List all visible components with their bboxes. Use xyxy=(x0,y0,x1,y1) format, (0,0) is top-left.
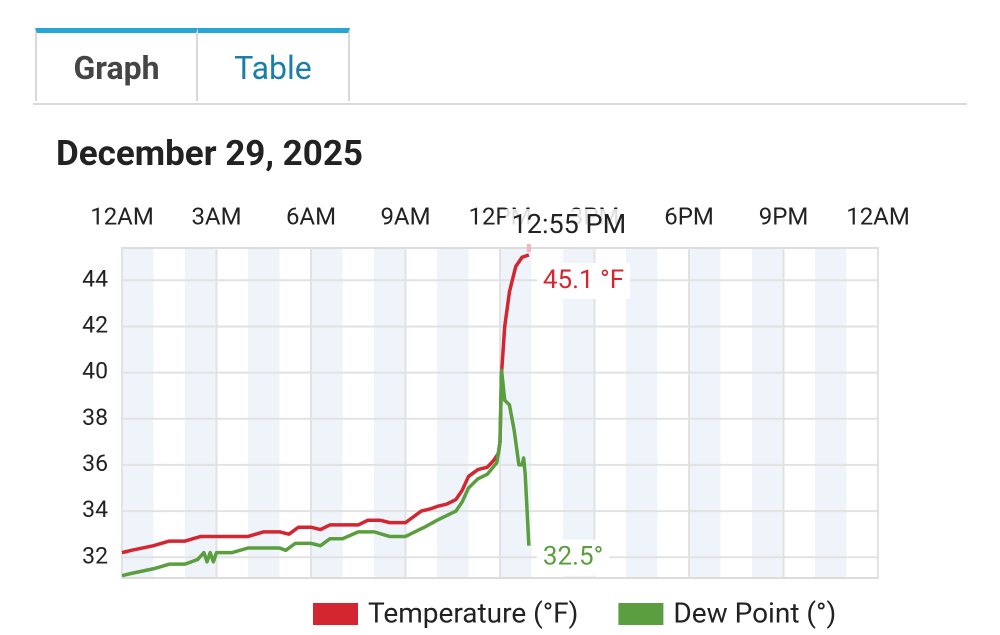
end-label-bg xyxy=(536,262,631,299)
x-tick-label: 9PM xyxy=(759,202,809,230)
x-tick-label: 9AM xyxy=(380,202,430,230)
legend-swatch xyxy=(618,603,664,625)
y-tick-label: 34 xyxy=(82,496,108,523)
y-tick-label: 36 xyxy=(82,450,108,477)
tab[interactable]: Table xyxy=(198,28,350,101)
x-tick-label: 12AM xyxy=(90,202,154,230)
x-tick-label: 12AM xyxy=(846,202,910,230)
hour-band xyxy=(689,248,721,578)
end-label-group: 32.5° xyxy=(536,539,610,576)
x-tick-label: 3AM xyxy=(191,202,241,230)
y-tick-label: 42 xyxy=(82,312,108,339)
end-label: 45.1 °F xyxy=(543,265,624,295)
hour-band xyxy=(626,248,658,578)
end-label: 32.5° xyxy=(543,542,603,572)
legend-label: Temperature (°F) xyxy=(368,596,578,629)
y-tick-label: 38 xyxy=(82,404,108,431)
y-tick-label: 40 xyxy=(82,358,108,385)
hour-band xyxy=(752,248,784,578)
legend-label: Dew Point (°) xyxy=(673,596,836,629)
end-label-bg xyxy=(536,539,610,576)
hour-band xyxy=(311,248,343,578)
hour-band xyxy=(563,248,595,578)
hour-band xyxy=(815,248,847,578)
tab[interactable]: Graph xyxy=(35,28,198,101)
y-tick-label: 44 xyxy=(82,265,108,292)
hour-band xyxy=(122,248,154,578)
date-heading: December 29, 2025 xyxy=(56,133,364,174)
hour-band xyxy=(185,248,217,578)
x-tick-label: 6AM xyxy=(286,202,336,230)
hour-band xyxy=(248,248,280,578)
legend-swatch xyxy=(313,603,358,625)
hour-band xyxy=(374,248,406,578)
x-tick-label: 6PM xyxy=(664,202,714,230)
y-tick-label: 32 xyxy=(82,542,108,569)
hour-band xyxy=(437,248,469,578)
cursor-label: 12:55 PM xyxy=(512,208,627,240)
end-label-group: 45.1 °F xyxy=(536,262,631,299)
tab-bar: Graph Table xyxy=(33,28,967,105)
series-line xyxy=(121,368,531,578)
cursor-label-bg xyxy=(505,209,633,243)
